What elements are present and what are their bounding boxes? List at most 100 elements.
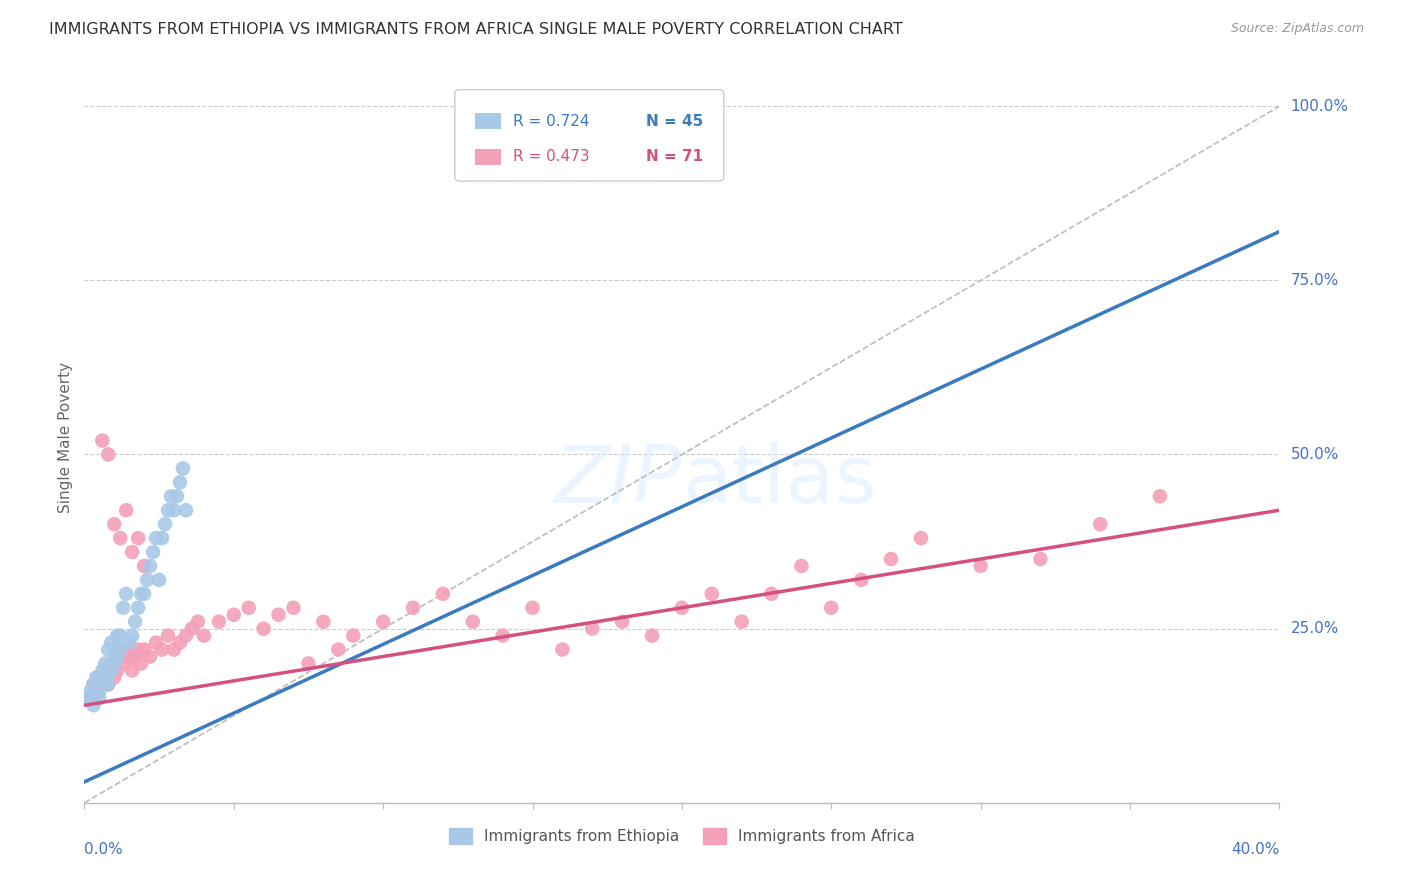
Point: [94, 657, 117, 671]
Point: [97, 642, 120, 657]
Point: [97, 677, 120, 691]
Text: 0.0%: 0.0%: [84, 842, 124, 856]
Point: [551, 642, 574, 657]
Point: [267, 607, 290, 622]
Point: [163, 642, 186, 657]
Point: [110, 642, 132, 657]
Point: [89, 691, 111, 706]
Point: [253, 622, 276, 636]
Point: [169, 635, 191, 649]
Text: Source: ZipAtlas.com: Source: ZipAtlas.com: [1230, 22, 1364, 36]
Text: ZIP: ZIP: [554, 442, 682, 520]
Text: 50.0%: 50.0%: [1291, 447, 1339, 462]
Point: [118, 649, 141, 664]
Point: [1029, 552, 1052, 566]
Point: [136, 573, 159, 587]
Point: [700, 587, 723, 601]
Point: [89, 670, 111, 684]
Point: [373, 615, 395, 629]
Point: [461, 615, 484, 629]
Text: N = 71: N = 71: [647, 150, 703, 164]
Point: [97, 664, 120, 678]
Point: [103, 517, 125, 532]
Point: [181, 622, 204, 636]
Point: [761, 587, 783, 601]
Point: [145, 635, 167, 649]
Text: 75.0%: 75.0%: [1291, 273, 1339, 288]
Point: [100, 657, 122, 671]
Text: N = 45: N = 45: [647, 113, 703, 128]
Point: [110, 629, 132, 643]
Point: [91, 664, 114, 678]
Point: [132, 587, 156, 601]
Point: [187, 615, 209, 629]
Text: IMMIGRANTS FROM ETHIOPIA VS IMMIGRANTS FROM AFRICA SINGLE MALE POVERTY CORRELATI: IMMIGRANTS FROM ETHIOPIA VS IMMIGRANTS F…: [49, 22, 903, 37]
Point: [581, 622, 603, 636]
Point: [103, 657, 125, 671]
Point: [820, 600, 842, 615]
Point: [86, 684, 108, 698]
Point: [169, 475, 191, 490]
Legend: Immigrants from Ethiopia, Immigrants from Africa: Immigrants from Ethiopia, Immigrants fro…: [443, 822, 921, 850]
Point: [94, 670, 117, 684]
Point: [86, 684, 108, 698]
Point: [112, 657, 135, 671]
Point: [970, 558, 993, 573]
Point: [86, 670, 108, 684]
Point: [160, 489, 183, 503]
Point: [174, 503, 197, 517]
Point: [76, 691, 98, 706]
Point: [100, 664, 122, 678]
Point: [127, 642, 149, 657]
Point: [402, 600, 425, 615]
Text: 25.0%: 25.0%: [1291, 621, 1339, 636]
Point: [124, 649, 146, 664]
Bar: [475, 149, 502, 165]
Point: [174, 629, 197, 643]
Point: [121, 629, 143, 643]
Point: [82, 677, 104, 691]
Text: 40.0%: 40.0%: [1232, 842, 1279, 856]
Point: [139, 649, 162, 664]
FancyBboxPatch shape: [456, 90, 724, 181]
Point: [880, 552, 903, 566]
Point: [910, 531, 932, 545]
Point: [328, 642, 350, 657]
Point: [671, 600, 693, 615]
Point: [1149, 489, 1171, 503]
Text: R = 0.473: R = 0.473: [513, 150, 591, 164]
Point: [297, 657, 319, 671]
Point: [731, 615, 754, 629]
Point: [208, 615, 231, 629]
Point: [112, 600, 135, 615]
Point: [612, 615, 634, 629]
Point: [89, 670, 111, 684]
Point: [1090, 517, 1112, 532]
Point: [89, 684, 111, 698]
Point: [492, 629, 515, 643]
Point: [115, 503, 138, 517]
Point: [157, 629, 180, 643]
Point: [91, 677, 114, 691]
Point: [522, 600, 544, 615]
Point: [121, 545, 143, 559]
Point: [139, 558, 162, 573]
Point: [172, 461, 194, 475]
Point: [105, 629, 128, 643]
Point: [432, 587, 454, 601]
Point: [129, 657, 152, 671]
Point: [132, 642, 156, 657]
Point: [105, 664, 128, 678]
Point: [127, 600, 149, 615]
Point: [312, 615, 335, 629]
Point: [142, 545, 165, 559]
Point: [157, 503, 180, 517]
Point: [97, 677, 120, 691]
Point: [82, 677, 104, 691]
Point: [105, 649, 128, 664]
Point: [150, 531, 173, 545]
Point: [100, 635, 122, 649]
Point: [91, 434, 114, 448]
Point: [103, 642, 125, 657]
Point: [132, 558, 156, 573]
